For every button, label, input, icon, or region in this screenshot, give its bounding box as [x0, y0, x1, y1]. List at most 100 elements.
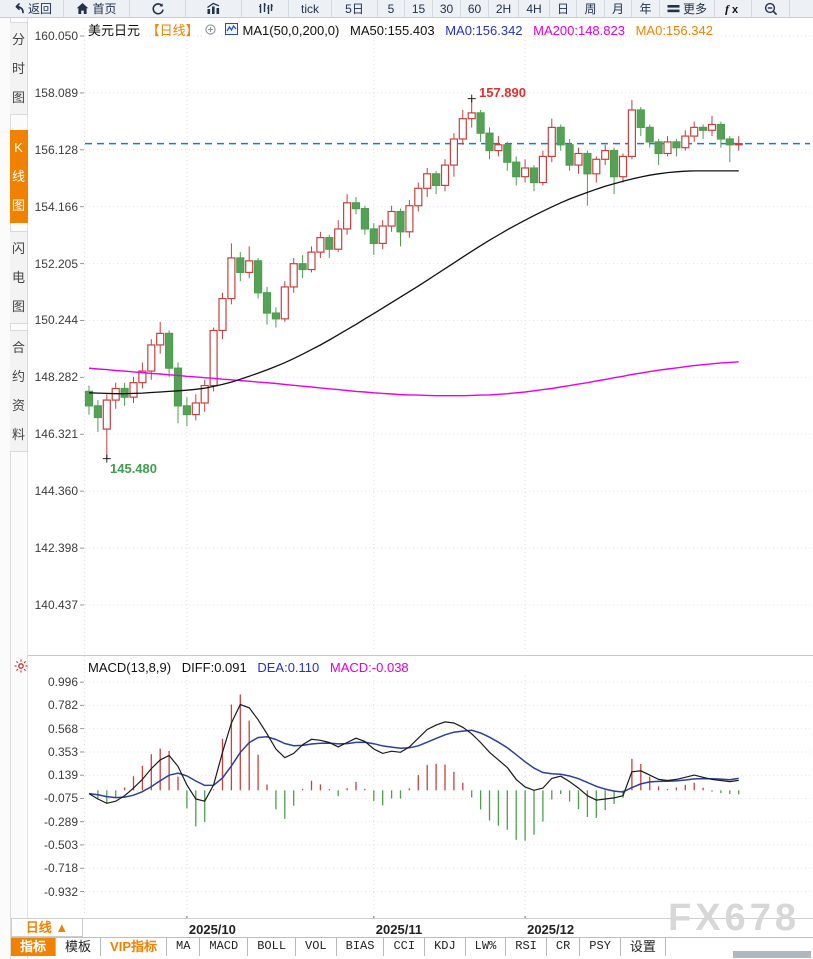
- candle-body: [138, 370, 147, 384]
- candle-body: [681, 135, 690, 149]
- candle-body: [262, 292, 272, 314]
- candle-body: [663, 141, 672, 155]
- macd-axis-label: 0.782: [47, 698, 78, 713]
- macd-dea-value: DEA:0.110: [257, 660, 320, 675]
- candle-body: [654, 141, 663, 155]
- candle-body: [485, 132, 494, 152]
- toolbar-btn-month[interactable]: 月: [605, 0, 632, 17]
- toolbar-btn-home[interactable]: 首页: [64, 0, 130, 17]
- candle-body: [467, 112, 476, 120]
- candle-body: [280, 286, 289, 320]
- toolbar-btn-label: 60: [467, 1, 482, 16]
- indicator-tab-指标[interactable]: 指标: [11, 938, 57, 956]
- indicator-tab-psy[interactable]: PSY: [580, 938, 621, 956]
- indicator-tab-vip指标[interactable]: VIP指标: [101, 938, 167, 956]
- indicator-tab-cci[interactable]: CCI: [384, 938, 426, 956]
- x-axis-label: 2025/10: [188, 922, 236, 937]
- sidebar-tab-lightning-chart[interactable]: 闪电图: [10, 231, 28, 324]
- toolbar-btn-label: 更多: [682, 2, 707, 16]
- indicator-tab-lw%[interactable]: LW%: [466, 938, 507, 956]
- indicator-tab-设置[interactable]: 设置: [621, 938, 666, 956]
- candle-body: [520, 167, 530, 178]
- indicator-tab-rsi[interactable]: RSI: [506, 938, 547, 956]
- candle-body: [334, 228, 343, 250]
- sidebar-tab-contract-info[interactable]: 合约资料: [10, 330, 28, 452]
- indicator-tab-ma[interactable]: MA: [167, 938, 201, 956]
- candle-body: [129, 382, 138, 398]
- toolbar-btn-refresh[interactable]: [130, 0, 186, 17]
- toolbar-btn-back[interactable]: 返回: [0, 0, 64, 17]
- candle-body: [218, 297, 227, 332]
- candle-body: [387, 210, 396, 227]
- candle-body: [423, 173, 432, 189]
- toolbar-btn-day[interactable]: 日: [550, 0, 577, 17]
- price-axis-label: 156.128: [34, 142, 78, 157]
- macd-axis-label: -0.289: [43, 814, 78, 829]
- candle-body: [254, 260, 263, 294]
- candle-body: [440, 164, 450, 187]
- candle-body: [165, 332, 174, 369]
- toolbar-btn-30min[interactable]: 30: [433, 0, 461, 17]
- toolbar-btn-tick-chart[interactable]: [242, 0, 289, 17]
- high-price-annotation: 157.890: [479, 85, 526, 100]
- toolbar-btn-chart-style[interactable]: [186, 0, 242, 17]
- period-selector-button[interactable]: 日线 ▲: [11, 919, 83, 937]
- sidebar-tab-kline-chart[interactable]: K线图: [10, 130, 28, 223]
- toolbar-btn-week[interactable]: 周: [577, 0, 605, 17]
- indicator-tab-bias[interactable]: BIAS: [337, 938, 385, 956]
- ma0-blue-value: MA0:156.342: [445, 23, 523, 38]
- low-cross-marker: [102, 454, 111, 463]
- candle-body: [458, 118, 467, 140]
- macd-value: MACD:-0.038: [329, 660, 409, 675]
- indicator-tab-vol[interactable]: VOL: [296, 938, 337, 956]
- candle-body: [307, 251, 316, 271]
- candle-body: [316, 237, 325, 253]
- candle-body: [271, 312, 280, 320]
- circle-plus-icon[interactable]: [205, 23, 220, 38]
- macd-indicator-settings-icon[interactable]: [14, 659, 28, 678]
- price-axis-label: 158.089: [34, 85, 78, 100]
- horizontal-scrollbar-thumb[interactable]: [733, 951, 811, 958]
- toolbar-btn-5day[interactable]: 5日: [332, 0, 378, 17]
- price-axis-label: 148.282: [34, 370, 78, 385]
- candle-body: [494, 144, 503, 152]
- candle-body: [627, 109, 637, 157]
- candle-body: [245, 260, 254, 274]
- macd-dea-line: [88, 729, 739, 799]
- candle-body: [565, 144, 574, 166]
- candle-body: [156, 332, 165, 346]
- candle-body: [583, 152, 592, 175]
- chart-header: 美元日元 【日线】 MA1(50,0,200,0) MA50:155.403 M…: [88, 20, 720, 39]
- indicator-tab-kdj[interactable]: KDJ: [425, 938, 466, 956]
- toolbar-btn-label: 月: [611, 2, 624, 16]
- ma-mini-chart-icon[interactable]: [224, 23, 242, 38]
- sidebar-tab-minute-chart[interactable]: 分时图: [10, 22, 28, 115]
- indicator-tab-模板[interactable]: 模板: [56, 938, 102, 956]
- indicator-tab-boll[interactable]: BOLL: [248, 938, 297, 956]
- candle-body: [405, 205, 414, 233]
- indicator-tab-macd[interactable]: MACD: [200, 938, 249, 956]
- toolbar-btn-label: 周: [584, 2, 597, 16]
- candle-body: [209, 329, 218, 387]
- toolbar-btn-label: 4H: [526, 1, 542, 16]
- candle-body: [503, 144, 512, 163]
- toolbar-btn-4h[interactable]: 4H: [519, 0, 550, 17]
- toolbar-btn-zoom-out[interactable]: [752, 0, 790, 17]
- macd-axis-label: 0.568: [47, 721, 78, 736]
- toolbar-btn-15min[interactable]: 15: [405, 0, 433, 17]
- indicator-tab-cr[interactable]: CR: [547, 938, 581, 956]
- toolbar-btn-2h[interactable]: 2H: [489, 0, 519, 17]
- toolbar-btn-5min[interactable]: 5: [378, 0, 405, 17]
- menu-icon: [667, 3, 680, 14]
- candle-body: [556, 126, 565, 146]
- toolbar-btn-more[interactable]: 更多: [660, 0, 715, 17]
- candle-body: [707, 123, 717, 131]
- toolbar-btn-label: 5: [387, 1, 395, 16]
- toolbar-btn-year[interactable]: 年: [632, 0, 660, 17]
- price-axis-label: 144.360: [34, 484, 78, 499]
- toolbar-btn-60min[interactable]: 60: [461, 0, 489, 17]
- toolbar-btn-tick[interactable]: tick: [289, 0, 332, 17]
